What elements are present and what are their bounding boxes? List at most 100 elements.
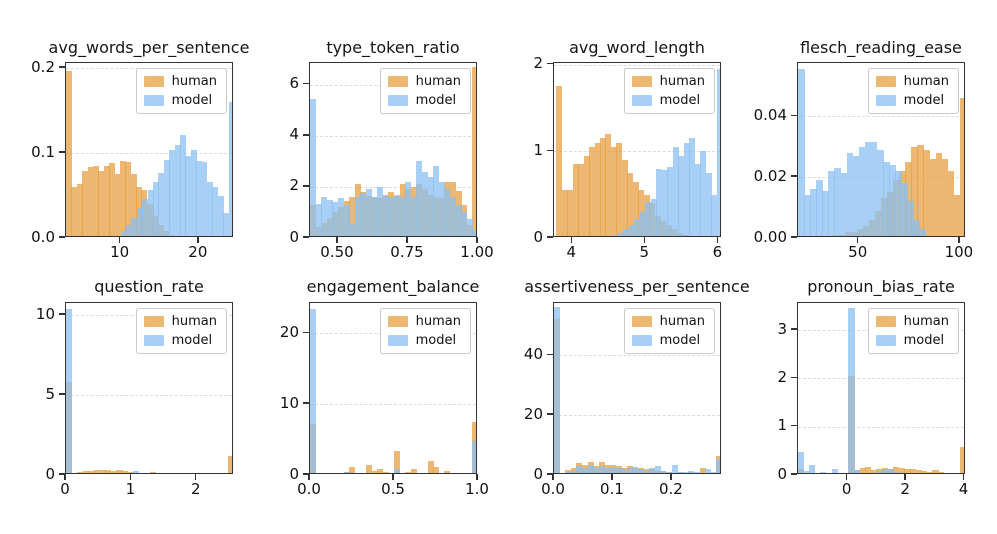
x-tick-label: 0.2 bbox=[658, 480, 683, 498]
hist-bar-human bbox=[880, 198, 888, 236]
hist-bar-human bbox=[382, 194, 389, 236]
hist-bar-model bbox=[315, 203, 322, 236]
hist-bar-human bbox=[371, 471, 378, 473]
hist-bar-model bbox=[883, 161, 890, 236]
hist-bar-model bbox=[147, 190, 154, 236]
hist-bar-human bbox=[643, 194, 650, 236]
x-tick bbox=[716, 237, 719, 243]
hist-bar-human bbox=[905, 161, 912, 236]
hist-bar-human bbox=[136, 187, 142, 236]
hist-bar-model bbox=[810, 189, 817, 236]
hist-bar-model bbox=[705, 173, 712, 236]
legend-swatch-human bbox=[875, 316, 896, 327]
hist-bar-model bbox=[882, 469, 889, 473]
hist-bar-human bbox=[127, 471, 134, 473]
hist-bar-human bbox=[109, 163, 116, 236]
hist-bar-human bbox=[610, 147, 617, 236]
x-tick bbox=[129, 474, 132, 480]
hist-bar-human bbox=[354, 184, 361, 236]
hist-bar-model bbox=[634, 218, 641, 236]
y-tick-label: 10 bbox=[35, 304, 55, 323]
hist-bar-human bbox=[859, 467, 866, 473]
hist-bar-human bbox=[365, 465, 373, 473]
x-tick bbox=[570, 237, 572, 243]
hist-bar-model bbox=[343, 204, 350, 236]
hist-bar-human bbox=[105, 470, 112, 473]
hist-bar-human bbox=[711, 474, 717, 475]
legend-entry-human: human bbox=[387, 74, 461, 89]
y-tick-label: 20 bbox=[279, 322, 299, 341]
hist-bar-human bbox=[332, 212, 339, 236]
hist-bar-human bbox=[632, 181, 639, 236]
gridline bbox=[798, 116, 964, 118]
hist-bar-human bbox=[868, 219, 876, 236]
hist-bar-human bbox=[627, 173, 634, 236]
plot-area: human model bbox=[309, 302, 477, 474]
hist-bar-human bbox=[94, 470, 101, 473]
x-tick-label: 4 bbox=[958, 480, 969, 498]
x-tick-label: 0.75 bbox=[390, 243, 424, 261]
hist-bar-model bbox=[169, 149, 176, 236]
hist-bar-model bbox=[185, 156, 192, 236]
hist-bar-human bbox=[671, 229, 678, 236]
x-tick-label: 50 bbox=[848, 243, 868, 261]
hist-bar-model bbox=[626, 466, 633, 473]
hist-bar-model bbox=[405, 181, 412, 236]
hist-bar-human bbox=[466, 225, 473, 236]
legend-entry-human: human bbox=[387, 314, 461, 329]
hist-bar-human bbox=[560, 474, 566, 475]
hist-bar-model bbox=[174, 144, 181, 236]
hist-bar-human bbox=[589, 147, 596, 236]
hist-bar-model bbox=[672, 147, 679, 236]
hist-bar-model bbox=[643, 470, 650, 473]
hist-bar-model bbox=[852, 155, 860, 236]
hist-bar-human bbox=[427, 460, 434, 473]
hist-bar-model bbox=[466, 218, 473, 236]
legend: human model bbox=[379, 68, 471, 114]
y-tick bbox=[546, 62, 553, 65]
hist-bar-human bbox=[959, 98, 964, 236]
y-tick bbox=[790, 114, 797, 116]
legend: human model bbox=[623, 308, 715, 354]
hist-bar-human bbox=[904, 468, 911, 473]
hist-bar-human bbox=[705, 472, 712, 473]
hist-bar-model bbox=[871, 473, 877, 474]
y-tick bbox=[58, 473, 65, 475]
hist-bar-human bbox=[321, 222, 328, 236]
hist-bar-model bbox=[472, 441, 476, 473]
hist-bar-human bbox=[455, 190, 462, 236]
y-tick bbox=[546, 236, 553, 238]
hist-bar-human bbox=[228, 455, 232, 473]
hist-bar-model bbox=[864, 142, 872, 236]
hist-bar-model bbox=[393, 469, 401, 473]
hist-bar-human bbox=[649, 203, 656, 236]
y-tick bbox=[302, 473, 309, 475]
legend-entry-model: model bbox=[631, 333, 705, 348]
legend-swatch-human bbox=[143, 76, 164, 87]
y-tick bbox=[790, 236, 797, 238]
hist-bar-human bbox=[130, 174, 137, 236]
legend-swatch-model bbox=[143, 95, 164, 106]
hist-bar-model bbox=[667, 166, 674, 236]
hist-bar-human bbox=[638, 190, 645, 236]
hist-bar-model bbox=[399, 197, 406, 236]
legend: human model bbox=[135, 68, 227, 114]
hist-bar-human bbox=[600, 138, 606, 236]
y-tick bbox=[790, 473, 797, 475]
legend-entry-model: model bbox=[143, 333, 217, 348]
legend-swatch-human bbox=[875, 76, 896, 87]
hist-bar-model bbox=[650, 199, 657, 236]
legend-swatch-model bbox=[875, 335, 896, 346]
hist-bar-model bbox=[840, 172, 848, 236]
x-tick-label: 0.1 bbox=[600, 480, 624, 498]
hist-bar-human bbox=[343, 472, 350, 473]
hist-bar-model bbox=[438, 181, 445, 236]
legend-swatch-human bbox=[387, 316, 408, 327]
hist-bar-model bbox=[570, 470, 577, 473]
gridline bbox=[310, 333, 476, 335]
hist-bar-model bbox=[394, 194, 401, 236]
hist-bar-human bbox=[343, 200, 350, 236]
hist-bar-model bbox=[206, 181, 213, 236]
